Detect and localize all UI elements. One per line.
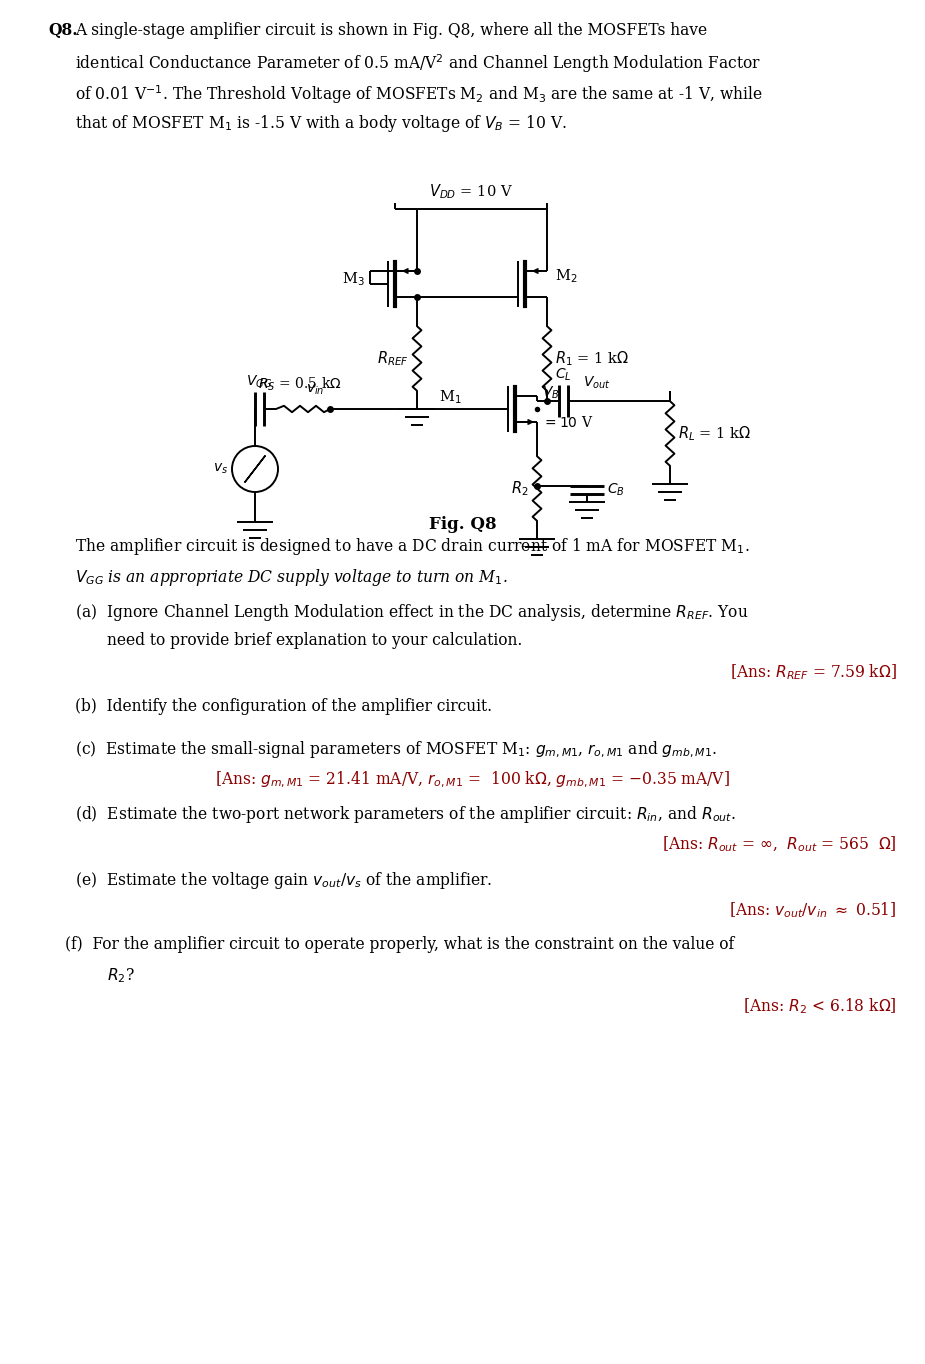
Text: (e)  Estimate the voltage gain $v_{out}/v_s$ of the amplifier.: (e) Estimate the voltage gain $v_{out}/v… xyxy=(75,870,492,891)
Text: $= 10$ V: $= 10$ V xyxy=(542,415,593,430)
Text: $C_L$: $C_L$ xyxy=(555,367,572,383)
Text: [Ans: $v_{out}/v_{in}$ $\approx$ 0.51]: [Ans: $v_{out}/v_{in}$ $\approx$ 0.51] xyxy=(730,900,897,921)
Text: M$_3$: M$_3$ xyxy=(342,270,365,288)
Text: (b)  Identify the configuration of the amplifier circuit.: (b) Identify the configuration of the am… xyxy=(75,697,492,715)
Text: (d)  Estimate the two-port network parameters of the amplifier circuit: $R_{in}$: (d) Estimate the two-port network parame… xyxy=(75,805,735,825)
Text: of 0.01 V$^{-1}$. The Threshold Voltage of MOSFETs M$_2$ and M$_3$ are the same : of 0.01 V$^{-1}$. The Threshold Voltage … xyxy=(75,83,763,105)
Text: (a)  Ignore Channel Length Modulation effect in the DC analysis, determine $R_{R: (a) Ignore Channel Length Modulation eff… xyxy=(75,602,748,622)
Text: Fig. Q8: Fig. Q8 xyxy=(428,516,497,533)
Text: $V_{GG}$ is an appropriate DC supply voltage to turn on M$_1$.: $V_{GG}$ is an appropriate DC supply vol… xyxy=(75,566,508,588)
Text: $V_{out}$: $V_{out}$ xyxy=(583,375,610,391)
Text: $R_{REF}$: $R_{REF}$ xyxy=(377,349,409,368)
Text: M$_1$: M$_1$ xyxy=(439,389,462,406)
Text: $V_{DD}$ = 10 V: $V_{DD}$ = 10 V xyxy=(429,183,512,201)
Text: $V_B$: $V_B$ xyxy=(542,385,560,401)
Text: M$_2$: M$_2$ xyxy=(555,267,577,285)
Text: (c)  Estimate the small-signal parameters of MOSFET M$_1$: $g_{m,M1}$, $r_{o,M1}: (c) Estimate the small-signal parameters… xyxy=(75,739,717,760)
Text: The amplifier circuit is designed to have a DC drain current of 1 mA for MOSFET : The amplifier circuit is designed to hav… xyxy=(75,536,749,557)
Text: $R_L$ = 1 k$\Omega$: $R_L$ = 1 k$\Omega$ xyxy=(678,424,751,443)
Text: $C_B$: $C_B$ xyxy=(607,481,624,498)
Text: that of MOSFET M$_1$ is -1.5 V with a body voltage of $V_B$ = 10 V.: that of MOSFET M$_1$ is -1.5 V with a bo… xyxy=(75,113,567,135)
Text: need to provide brief explanation to your calculation.: need to provide brief explanation to you… xyxy=(107,632,523,649)
Text: A single-stage amplifier circuit is shown in Fig. Q8, where all the MOSFETs have: A single-stage amplifier circuit is show… xyxy=(75,22,707,40)
Text: identical Conductance Parameter of 0.5 mA/V$^2$ and Channel Length Modulation Fa: identical Conductance Parameter of 0.5 m… xyxy=(75,52,761,75)
Text: [Ans: $R_{out}$ = $\infty$,  $R_{out}$ = 565  $\Omega$]: [Ans: $R_{out}$ = $\infty$, $R_{out}$ = … xyxy=(662,835,897,854)
Text: $R_S$ = 0.5 k$\Omega$: $R_S$ = 0.5 k$\Omega$ xyxy=(258,375,342,393)
Text: $V_{GG}$: $V_{GG}$ xyxy=(246,374,273,390)
Text: [Ans: $R_{REF}$ = 7.59 k$\Omega$]: [Ans: $R_{REF}$ = 7.59 k$\Omega$] xyxy=(730,663,897,682)
Text: [Ans: $g_{m,M1}$ = 21.41 mA/V, $r_{o,M1}$ =  100 k$\Omega$, $g_{mb,M1}$ = $-$0.3: [Ans: $g_{m,M1}$ = 21.41 mA/V, $r_{o,M1}… xyxy=(216,769,730,790)
Text: $R_2$?: $R_2$? xyxy=(107,966,135,985)
Text: $v_{in}$: $v_{in}$ xyxy=(305,382,324,397)
Text: [Ans: $R_2$ < 6.18 k$\Omega$]: [Ans: $R_2$ < 6.18 k$\Omega$] xyxy=(744,997,897,1016)
Text: (f)  For the amplifier circuit to operate properly, what is the constraint on th: (f) For the amplifier circuit to operate… xyxy=(65,936,734,952)
Text: Q8.: Q8. xyxy=(48,22,78,40)
Text: $v_s$: $v_s$ xyxy=(213,462,228,476)
Text: $R_1$ = 1 k$\Omega$: $R_1$ = 1 k$\Omega$ xyxy=(555,349,629,368)
Text: $R_2$: $R_2$ xyxy=(512,479,529,498)
